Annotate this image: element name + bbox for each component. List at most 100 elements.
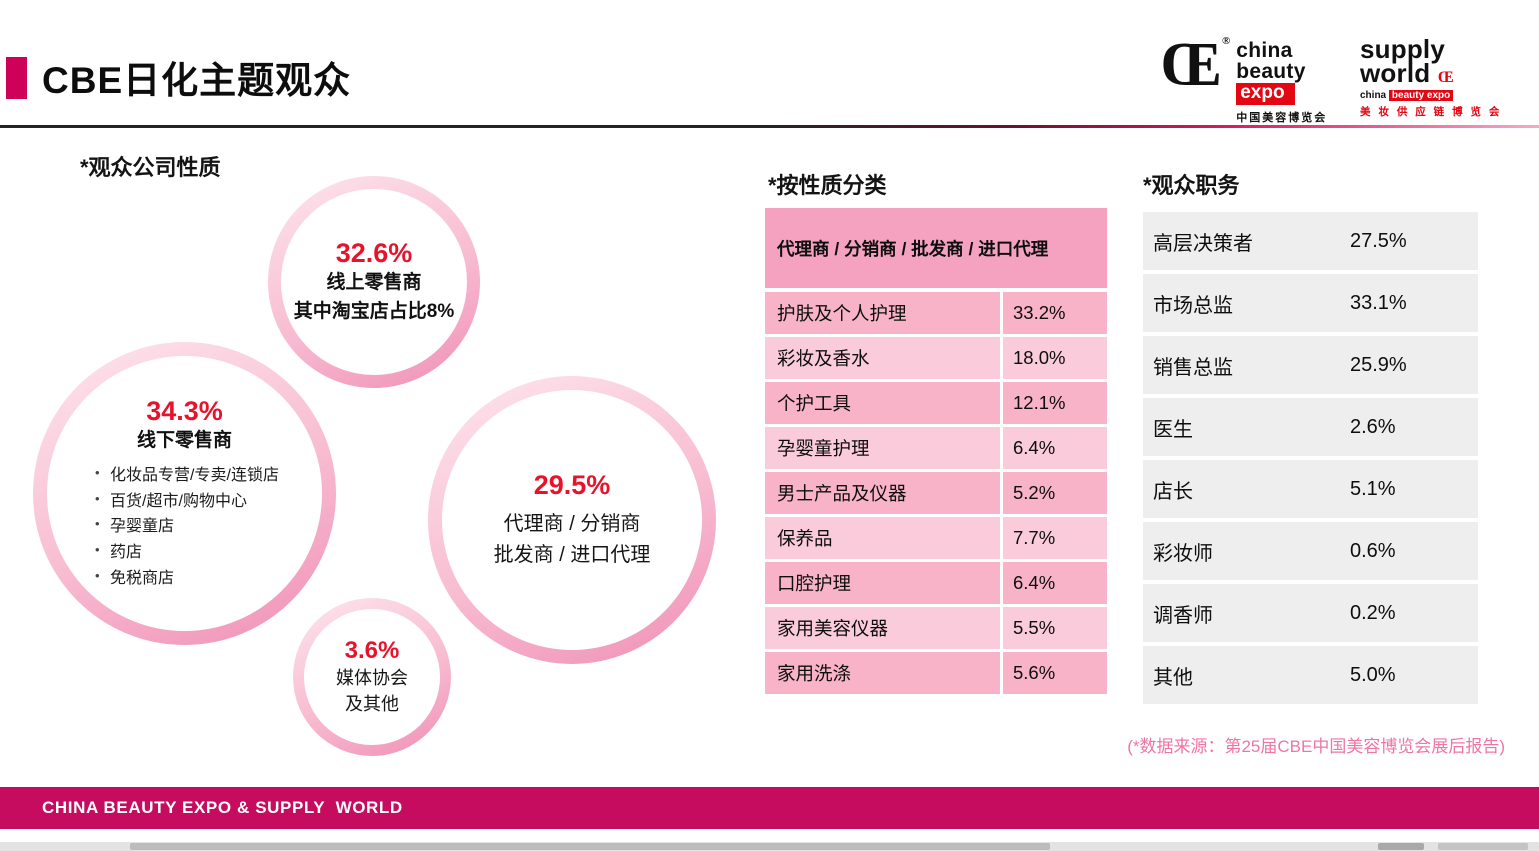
- bubble-media-inner: 3.6% 媒体协会 及其他: [304, 609, 440, 745]
- page-title: CBE日化主题观众: [42, 60, 352, 101]
- category-value: 33.2%: [1003, 292, 1107, 334]
- bubble-agents: 29.5% 代理商 / 分销商 批发商 / 进口代理: [428, 376, 716, 664]
- media-label-line1: 媒体协会: [336, 667, 408, 688]
- sw-logo-line1: supply: [1360, 34, 1445, 64]
- online-sublabel: 其中淘宝店占比8%: [293, 300, 455, 322]
- job-label: 销售总监: [1153, 356, 1233, 379]
- table-row: 销售总监 25.9%: [1143, 336, 1478, 394]
- bubble-agents-inner: 29.5% 代理商 / 分销商 批发商 / 进口代理: [442, 390, 702, 650]
- sw-logo-beauty-expo-badge: beauty expo: [1388, 89, 1454, 101]
- cbe-logo-text: china beauty expo 中国美容博览会: [1236, 36, 1327, 125]
- offline-percentage: 34.3%: [146, 395, 223, 426]
- agents-label-line2: 批发商 / 进口代理: [493, 543, 651, 566]
- table-row: 调香师 0.2%: [1143, 584, 1478, 642]
- bubble-offline-retailers: 34.3% 线下零售商 化妆品专营/专卖/连锁店 百货/超市/购物中心 孕婴童店…: [33, 342, 336, 645]
- title-accent-square: [6, 57, 27, 99]
- list-item: 免税商店: [90, 566, 279, 592]
- list-item: 药店: [90, 540, 279, 566]
- table-row: 家用洗涤 5.6%: [765, 652, 1107, 694]
- category-value: 18.0%: [1003, 337, 1107, 379]
- registered-icon: ®: [1222, 35, 1231, 47]
- table-row: 口腔护理 6.4%: [765, 562, 1107, 604]
- data-source-footnote: (*数据来源：第25届CBE中国美容博览会展后报告): [1127, 737, 1505, 756]
- job-section-heading: *观众职务: [1143, 173, 1240, 198]
- job-value: 25.9%: [1350, 353, 1407, 376]
- footer-bar: CHINA BEAUTY EXPO & SUPPLY WORLD: [0, 787, 1539, 829]
- cbe-logo-chinese: 中国美容博览会: [1236, 111, 1328, 124]
- agents-label-line1: 代理商 / 分销商: [503, 512, 641, 535]
- category-value: 7.7%: [1003, 517, 1107, 559]
- online-label: 线上零售商: [326, 272, 422, 293]
- job-label: 市场总监: [1153, 294, 1233, 317]
- job-value: 5.1%: [1350, 477, 1396, 500]
- table-row: 其他 5.0%: [1143, 646, 1478, 704]
- category-label: 孕婴童护理: [765, 427, 1000, 469]
- cbe-logo-expo-badge: expo: [1236, 82, 1295, 105]
- cbe-logo: Œ® china beauty expo 中国美容博览会: [1160, 31, 1327, 125]
- table-row: 家用美容仪器 5.5%: [765, 607, 1107, 649]
- scrollbar-thumb[interactable]: [130, 843, 1050, 850]
- scrollbar-segment[interactable]: [1378, 843, 1424, 850]
- job-value: 2.6%: [1350, 415, 1396, 438]
- offline-channel-list: 化妆品专营/专卖/连锁店 百货/超市/购物中心 孕婴童店 药店 免税商店: [90, 463, 279, 591]
- table-row: 高层决策者 27.5%: [1143, 212, 1478, 270]
- job-label: 医生: [1153, 418, 1193, 441]
- header-divider: [0, 125, 1539, 128]
- scrollbar-segment[interactable]: [1438, 843, 1528, 850]
- footer-bar-text: CHINA BEAUTY EXPO & SUPPLY WORLD: [42, 798, 403, 817]
- online-percentage: 32.6%: [335, 238, 413, 268]
- category-value: 5.6%: [1003, 652, 1107, 694]
- job-value: 0.2%: [1350, 601, 1396, 624]
- job-value: 0.6%: [1350, 539, 1396, 562]
- category-label: 保养品: [765, 517, 1000, 559]
- job-label: 彩妆师: [1153, 542, 1213, 565]
- offline-label: 线下零售商: [136, 429, 232, 451]
- cbe-logo-line2: beauty: [1236, 60, 1306, 83]
- table-row: 保养品 7.7%: [765, 517, 1107, 559]
- category-value: 5.2%: [1003, 472, 1107, 514]
- bubble-section-heading: *观众公司性质: [80, 155, 221, 180]
- bubble-offline-inner: 34.3% 线下零售商 化妆品专营/专卖/连锁店 百货/超市/购物中心 孕婴童店…: [47, 356, 322, 631]
- sw-logo-mark: Œ: [1437, 68, 1454, 86]
- bubble-online-inner: 32.6% 线上零售商 其中淘宝店占比8%: [281, 189, 467, 375]
- table-row: 店长 5.1%: [1143, 460, 1478, 518]
- table-row: 彩妆及香水 18.0%: [765, 337, 1107, 379]
- sw-logo-line2: world Œ: [1360, 57, 1454, 88]
- category-value: 6.4%: [1003, 562, 1107, 604]
- cbe-logo-line1: china: [1236, 39, 1293, 62]
- job-value: 27.5%: [1350, 229, 1407, 252]
- list-item: 百货/超市/购物中心: [90, 489, 279, 515]
- bubble-online-retailers: 32.6% 线上零售商 其中淘宝店占比8%: [268, 176, 480, 388]
- table-row: 男士产品及仪器 5.2%: [765, 472, 1107, 514]
- list-item: 孕婴童店: [90, 514, 279, 540]
- table-row: 孕婴童护理 6.4%: [765, 427, 1107, 469]
- job-value: 5.0%: [1350, 663, 1396, 686]
- category-label: 个护工具: [765, 382, 1000, 424]
- job-label: 其他: [1153, 666, 1193, 689]
- cbe-logo-mark: Œ®: [1160, 31, 1231, 99]
- category-table: 代理商 / 分销商 / 批发商 / 进口代理 护肤及个人护理 33.2% 彩妆及…: [765, 208, 1107, 697]
- category-value: 5.5%: [1003, 607, 1107, 649]
- category-value: 6.4%: [1003, 427, 1107, 469]
- job-label: 店长: [1153, 480, 1193, 503]
- sw-logo-chinese: 美 妆 供 应 链 博 览 会: [1360, 105, 1502, 118]
- job-label: 高层决策者: [1153, 232, 1253, 255]
- job-label: 调香师: [1153, 604, 1213, 627]
- category-label: 护肤及个人护理: [765, 292, 1000, 334]
- table-row: 护肤及个人护理 33.2%: [765, 292, 1107, 334]
- category-table-header: 代理商 / 分销商 / 批发商 / 进口代理: [765, 208, 1107, 288]
- bubble-media: 3.6% 媒体协会 及其他: [293, 598, 451, 756]
- table-row: 医生 2.6%: [1143, 398, 1478, 456]
- media-percentage: 3.6%: [344, 636, 400, 664]
- category-section-heading: *按性质分类: [768, 173, 887, 198]
- table-row: 市场总监 33.1%: [1143, 274, 1478, 332]
- category-label: 彩妆及香水: [765, 337, 1000, 379]
- table-row: 彩妆师 0.6%: [1143, 522, 1478, 580]
- category-label: 家用洗涤: [765, 652, 1000, 694]
- category-value: 12.1%: [1003, 382, 1107, 424]
- table-row: 个护工具 12.1%: [765, 382, 1107, 424]
- category-label: 男士产品及仪器: [765, 472, 1000, 514]
- bottom-scrollbar[interactable]: [0, 842, 1539, 851]
- agents-percentage: 29.5%: [533, 469, 611, 500]
